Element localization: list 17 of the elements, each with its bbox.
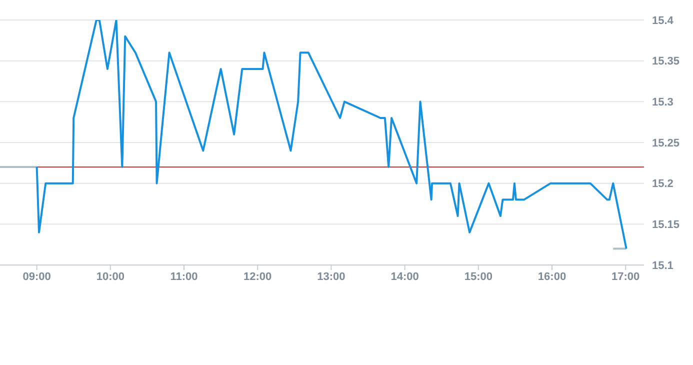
x-tick-label: 14:00 [390, 270, 419, 283]
x-tick-label: 16:00 [538, 270, 566, 283]
x-tick-label: 10:00 [96, 270, 124, 283]
y-tick-label: 15.3 [652, 96, 674, 109]
y-tick-label: 15.35 [652, 56, 680, 68]
line-series [36, 20, 628, 250]
x-tick-label: 17:00 [612, 270, 640, 283]
y-tick-label: 15.2 [652, 178, 674, 190]
y-tick-label: 15.1 [652, 260, 674, 272]
y-tick-label: 15.4 [652, 14, 674, 27]
x-tick-label: 12:00 [244, 270, 272, 283]
x-tick-label: 09:00 [22, 270, 51, 283]
y-tick-label: 15.15 [652, 219, 680, 232]
x-tick-label: 13:00 [317, 270, 346, 283]
x-tick-label: 11:00 [170, 270, 198, 283]
x-tick-label: 15:00 [464, 270, 492, 283]
y-tick-label: 15.25 [652, 137, 680, 150]
